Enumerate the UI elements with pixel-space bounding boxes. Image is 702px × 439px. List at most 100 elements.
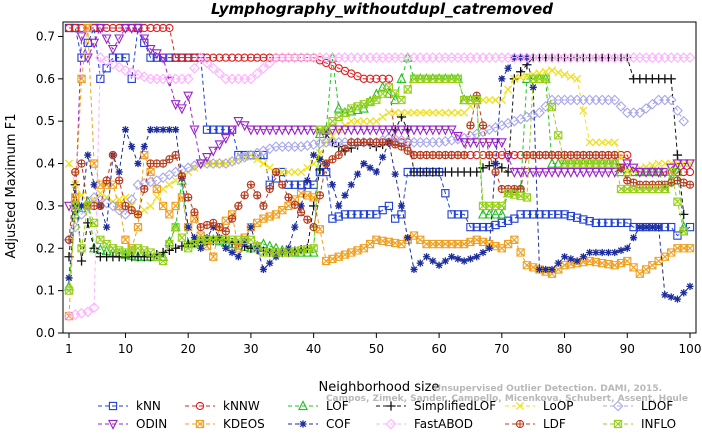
data-point	[541, 210, 550, 219]
data-point	[203, 234, 211, 242]
legend-item-odin: ODIN	[98, 417, 167, 431]
data-point	[195, 52, 207, 64]
data-point	[115, 176, 124, 185]
data-point	[460, 257, 468, 265]
data-point	[271, 167, 281, 177]
data-point	[371, 125, 382, 136]
data-point	[253, 53, 262, 62]
data-point	[642, 223, 650, 231]
data-point	[315, 165, 325, 175]
data-point	[283, 125, 294, 136]
data-point	[434, 125, 445, 136]
data-point	[165, 155, 174, 164]
data-point	[483, 124, 495, 136]
data-point	[346, 125, 357, 136]
series-cof	[65, 54, 694, 303]
data-point	[672, 150, 683, 160]
data-point	[215, 234, 224, 242]
data-point	[140, 206, 149, 215]
data-point	[402, 125, 413, 136]
data-point	[604, 248, 613, 257]
data-point	[158, 23, 168, 33]
data-point	[684, 52, 696, 64]
data-point	[303, 176, 311, 185]
data-point	[189, 160, 200, 172]
data-point	[195, 159, 206, 170]
data-point	[90, 181, 98, 189]
data-point	[190, 214, 199, 223]
data-point	[527, 109, 539, 121]
data-point	[101, 197, 113, 209]
data-point	[107, 58, 119, 70]
data-point	[77, 244, 86, 253]
data-point	[234, 253, 242, 261]
data-point	[291, 223, 299, 231]
data-point	[184, 223, 192, 231]
data-point	[472, 167, 482, 177]
data-point	[667, 222, 676, 232]
data-point	[547, 66, 557, 75]
data-point	[610, 159, 619, 168]
data-point	[478, 121, 488, 130]
data-point	[490, 138, 501, 149]
data-point	[227, 125, 238, 136]
x-tick-label: 90	[620, 342, 635, 356]
data-point	[377, 81, 388, 92]
data-point	[623, 167, 632, 177]
data-point	[497, 150, 506, 160]
data-point	[686, 282, 694, 291]
data-point	[578, 167, 589, 178]
data-point	[396, 73, 407, 83]
data-point	[290, 200, 299, 209]
y-tick-label: 0.0	[36, 326, 55, 340]
data-point	[340, 210, 350, 219]
data-point	[491, 167, 500, 177]
data-point	[108, 180, 118, 189]
data-point	[496, 208, 507, 219]
data-point	[372, 74, 381, 83]
data-point	[360, 159, 368, 168]
data-point	[171, 201, 180, 211]
data-point	[76, 256, 87, 266]
data-point	[428, 108, 437, 117]
data-point	[89, 218, 99, 228]
data-point	[214, 68, 225, 79]
data-point	[209, 223, 217, 231]
data-point	[146, 201, 155, 210]
x-tick-label: 40	[306, 342, 321, 356]
data-point	[592, 248, 600, 257]
data-point	[153, 126, 161, 134]
data-point	[429, 257, 437, 265]
data-point	[133, 222, 143, 232]
data-point	[172, 126, 180, 134]
data-point	[301, 140, 313, 151]
data-point	[227, 214, 237, 223]
data-point	[308, 139, 320, 150]
series-odin	[64, 23, 695, 212]
legend-marker	[385, 418, 397, 430]
data-point	[114, 34, 125, 45]
data-point	[121, 235, 130, 244]
data-point	[673, 231, 682, 240]
data-point	[240, 191, 249, 200]
legend-label: ODIN	[136, 417, 167, 431]
data-point	[209, 125, 218, 134]
data-point	[516, 210, 525, 219]
legend-label: kNNW	[223, 399, 260, 413]
data-point	[71, 23, 80, 33]
series-kdeos	[64, 23, 695, 321]
data-point	[472, 95, 481, 105]
data-point	[77, 202, 86, 210]
x-tick-label: 10	[118, 342, 133, 356]
data-point	[567, 255, 575, 263]
x-tick-label: 50	[369, 342, 384, 356]
data-point	[284, 167, 293, 177]
data-point	[289, 125, 300, 136]
data-point	[498, 75, 506, 83]
data-point	[510, 74, 519, 83]
data-point	[240, 53, 249, 62]
data-point	[378, 112, 387, 122]
data-point	[264, 125, 275, 136]
data-point	[466, 255, 475, 263]
